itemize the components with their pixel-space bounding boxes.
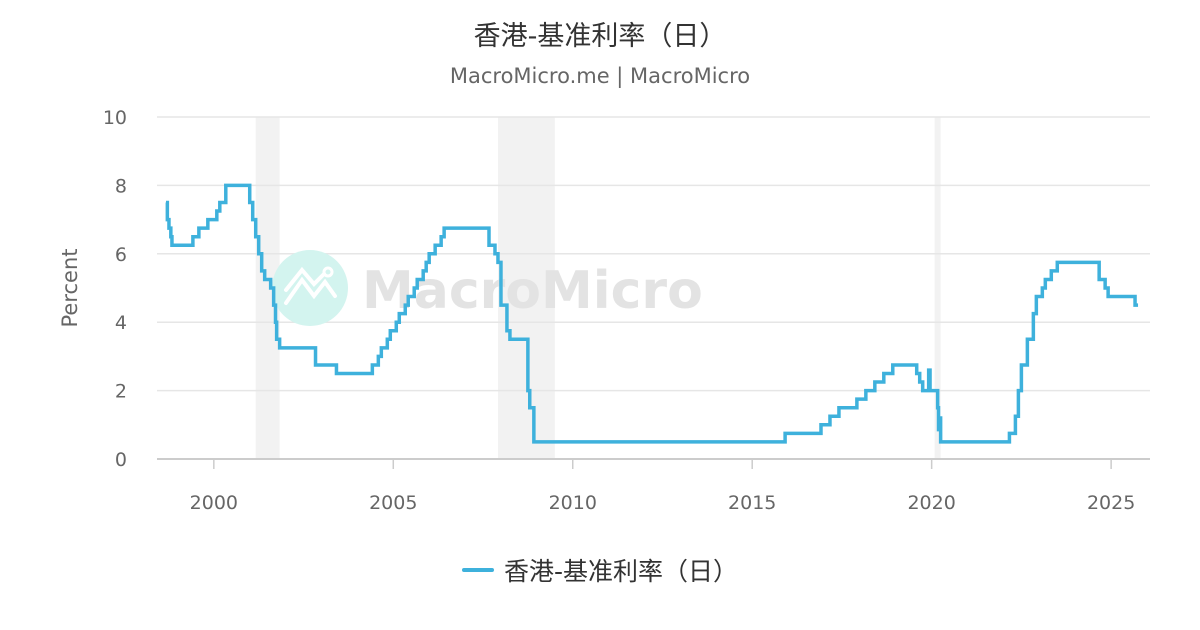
legend-swatch [461, 568, 494, 572]
x-tick-label: 2010 [549, 492, 597, 514]
x-tick-label: 2000 [190, 492, 238, 514]
x-tick-label: 2020 [907, 492, 955, 514]
x-tick-label: 2005 [369, 492, 417, 514]
shaded-period [255, 117, 280, 459]
watermark-dot-icon [322, 266, 334, 278]
shaded-period [497, 117, 555, 459]
x-tick-label: 2015 [728, 492, 776, 514]
chart-title: 香港-基准利率（日） [473, 21, 727, 52]
legend[interactable]: 香港-基准利率（日） [0, 552, 1200, 588]
series-line [165, 183, 1139, 444]
shaded-period [934, 117, 941, 459]
y-tick-label: 2 [115, 381, 127, 403]
y-tick-label: 8 [115, 175, 127, 197]
chart-subtitle: MacroMicro.me | MacroMicro [449, 64, 751, 88]
y-axis-label: Percent [58, 248, 82, 327]
y-tick-label: 6 [115, 244, 127, 266]
y-tick-label: 4 [115, 312, 127, 334]
watermark-text: MacroMicro [362, 261, 703, 321]
y-tick-label: 0 [115, 449, 127, 471]
x-tick-label: 2025 [1087, 492, 1135, 514]
legend-label: 香港-基准利率（日） [503, 557, 739, 586]
watermark-chart-icon [284, 266, 337, 305]
y-tick-label: 10 [103, 107, 127, 129]
